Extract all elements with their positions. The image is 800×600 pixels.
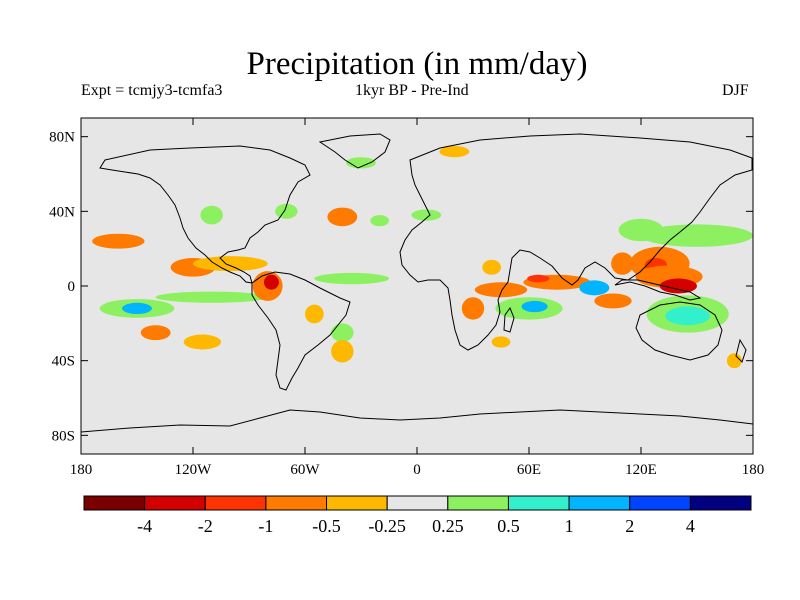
colorbar-swatch xyxy=(447,495,509,511)
colorbar-swatch xyxy=(144,495,206,511)
anomaly-patch xyxy=(461,297,485,320)
colorbar-label: 2 xyxy=(625,516,634,536)
latitude-axis: 80N 40N 0 40S 80S xyxy=(49,130,753,444)
lat-tick-label: 40N xyxy=(49,204,75,220)
colorbar-swatch xyxy=(265,495,328,511)
anomaly-patch xyxy=(611,252,634,275)
anomaly-patch xyxy=(726,353,742,369)
colorbar-swatch xyxy=(386,495,449,511)
lon-tick-label: 60E xyxy=(517,462,541,478)
australia-coastline xyxy=(635,301,723,361)
anomaly-patch xyxy=(491,336,511,348)
anomaly-patch xyxy=(200,205,223,225)
anomaly-patch xyxy=(331,340,354,363)
lon-tick-label: 120E xyxy=(625,462,657,478)
period-label: 1kyr BP - Pre-Ind xyxy=(355,82,469,99)
anomaly-patch xyxy=(275,203,298,219)
anomaly-patch xyxy=(439,146,470,158)
map-title: Precipitation (in mm/day) xyxy=(246,46,588,82)
anomaly-patch xyxy=(527,274,550,283)
anomaly-patch xyxy=(331,323,354,342)
anomaly-patch xyxy=(579,280,610,296)
lon-tick-label: 180 xyxy=(742,462,765,478)
colorbar-label: -0.5 xyxy=(312,516,341,536)
longitude-axis: 180 120W 60W 0 60E 120E 180 xyxy=(70,118,765,478)
colorbar: -4 -2 -1 -0.5 -0.25 0.25 0.5 1 2 4 xyxy=(83,495,752,536)
lon-tick-label: 180 xyxy=(70,462,93,478)
lat-tick-label: 80S xyxy=(52,428,75,444)
colorbar-swatch xyxy=(629,495,691,511)
new-zealand-coastline xyxy=(735,338,747,363)
eurasia-africa-coastline xyxy=(399,133,753,351)
experiment-label: Expt = tcmjy3-tcmfa3 xyxy=(81,82,223,99)
colorbar-swatch xyxy=(326,495,388,511)
colorbar-swatch xyxy=(507,495,570,511)
anomaly-patch xyxy=(659,278,697,294)
anomaly-patch xyxy=(263,274,279,290)
anomaly-patch xyxy=(618,218,664,242)
season-label: DJF xyxy=(722,82,749,99)
south-america-coastline xyxy=(251,271,351,391)
anomaly-patch xyxy=(594,293,632,309)
colorbar-label: -2 xyxy=(198,516,213,536)
anomaly-patch xyxy=(327,207,358,227)
colorbar-label: -1 xyxy=(258,516,273,536)
anomaly-patch xyxy=(122,302,152,314)
anomaly-patch xyxy=(193,256,268,272)
anomaly-patch xyxy=(411,209,442,221)
colorbar-label: 1 xyxy=(565,516,574,536)
lat-tick-label: 0 xyxy=(68,279,76,295)
lon-tick-label: 60W xyxy=(290,462,320,478)
coastline-layer xyxy=(80,133,754,433)
colorbar-label: -4 xyxy=(137,516,152,536)
lat-tick-label: 40S xyxy=(52,354,75,370)
maritime-continent-coastline xyxy=(614,279,702,301)
anomaly-patch xyxy=(314,272,389,285)
anomaly-patch xyxy=(370,215,389,227)
antarctica-coastline xyxy=(80,409,754,433)
anomaly-patch xyxy=(521,300,548,313)
lon-tick-label: 120W xyxy=(175,462,213,478)
anomaly-layer xyxy=(92,146,753,369)
colorbar-label: 0.25 xyxy=(432,516,464,536)
anomaly-patch xyxy=(92,233,145,249)
colorbar-swatch xyxy=(568,495,631,511)
north-america-coastline xyxy=(99,145,311,284)
anomaly-patch xyxy=(140,325,171,341)
lat-tick-label: 80N xyxy=(49,130,75,146)
anomaly-patch xyxy=(183,334,221,350)
map-background xyxy=(81,118,753,454)
anomaly-patch xyxy=(305,304,324,324)
colorbar-label: -0.25 xyxy=(368,516,406,536)
colorbar-swatch xyxy=(689,495,752,511)
colorbar-swatch xyxy=(83,495,146,511)
anomaly-patch xyxy=(482,259,501,275)
anomaly-patch xyxy=(155,291,268,303)
lon-tick-label: 0 xyxy=(413,462,421,478)
greenland-coastline xyxy=(318,133,391,169)
colorbar-label: 4 xyxy=(686,516,695,536)
colorbar-swatch xyxy=(204,495,267,511)
anomaly-patch xyxy=(474,282,528,298)
madagascar-coastline xyxy=(503,306,515,333)
anomaly-patch xyxy=(665,306,711,326)
colorbar-label: 0.5 xyxy=(497,516,520,536)
